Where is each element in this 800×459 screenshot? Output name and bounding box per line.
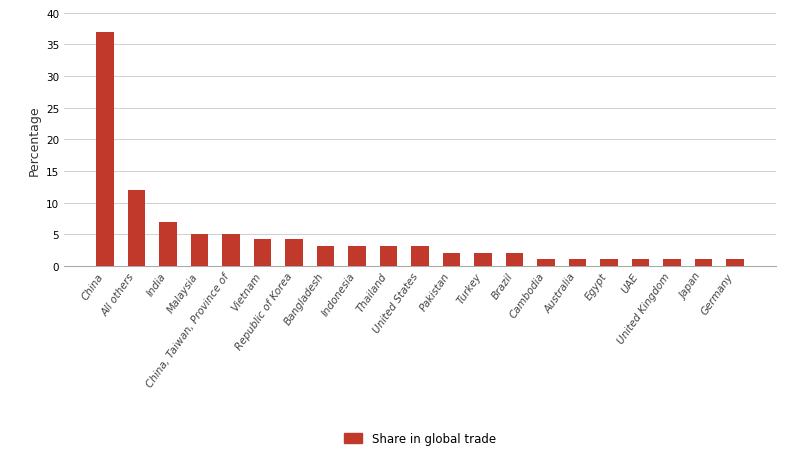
Bar bbox=[317, 246, 334, 266]
Bar bbox=[632, 260, 649, 266]
Bar bbox=[411, 246, 429, 266]
Bar bbox=[538, 260, 554, 266]
Y-axis label: Percentage: Percentage bbox=[27, 105, 40, 175]
Bar bbox=[254, 239, 271, 266]
Bar bbox=[474, 253, 492, 266]
Bar bbox=[380, 246, 397, 266]
Bar bbox=[726, 260, 744, 266]
Bar bbox=[191, 235, 208, 266]
Bar bbox=[348, 246, 366, 266]
Bar bbox=[663, 260, 681, 266]
Bar bbox=[600, 260, 618, 266]
Bar bbox=[222, 235, 240, 266]
Bar bbox=[443, 253, 460, 266]
Bar bbox=[286, 239, 302, 266]
Bar bbox=[695, 260, 712, 266]
Bar bbox=[506, 253, 523, 266]
Legend: Share in global trade: Share in global trade bbox=[340, 427, 500, 450]
Bar bbox=[96, 33, 114, 266]
Bar bbox=[128, 190, 145, 266]
Bar bbox=[159, 222, 177, 266]
Bar bbox=[569, 260, 586, 266]
